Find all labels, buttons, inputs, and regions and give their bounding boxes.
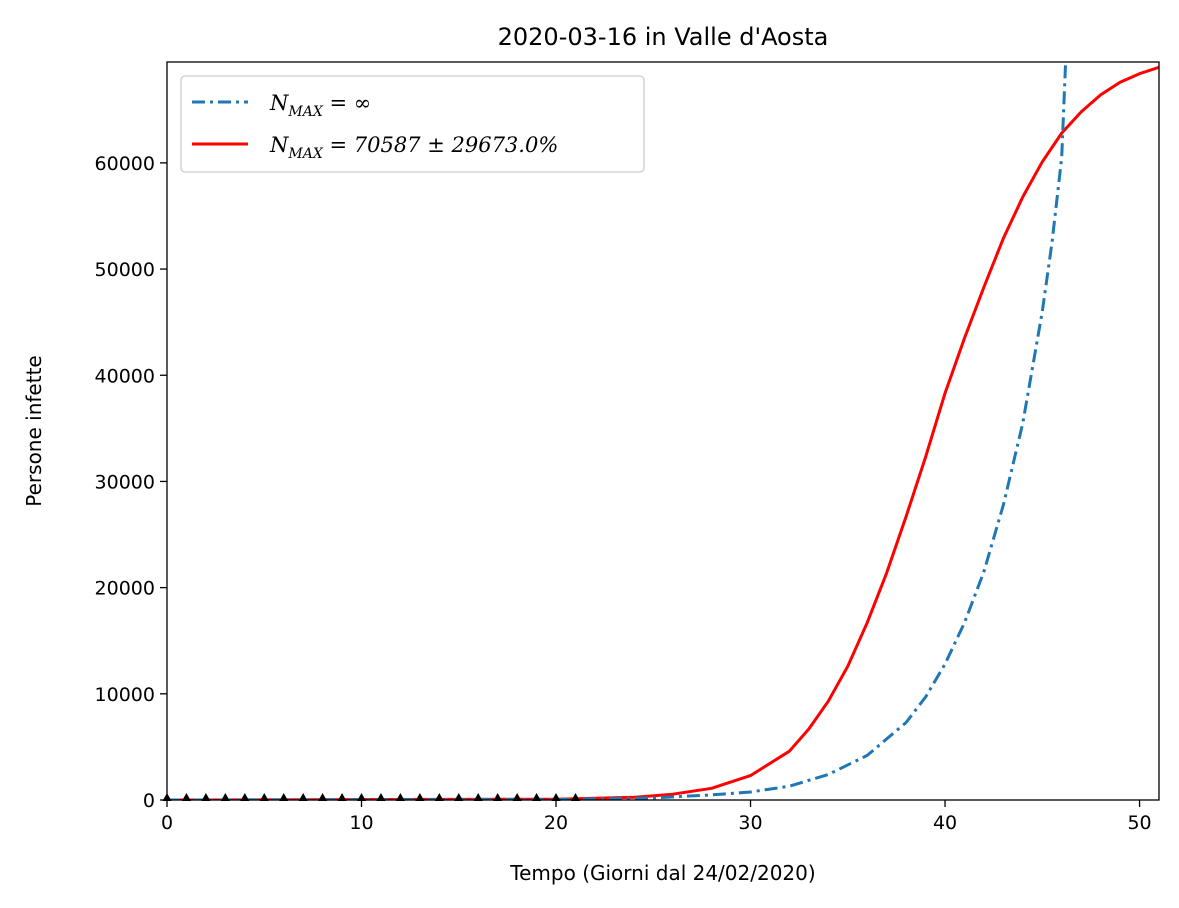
- chart-title: 2020-03-16 in Valle d'Aosta: [498, 23, 829, 51]
- y-tick-label: 10000: [95, 684, 155, 706]
- x-tick-label: 50: [1127, 812, 1151, 834]
- legend-box: [181, 76, 644, 172]
- x-tick-label: 20: [544, 812, 568, 834]
- x-tick-label: 10: [349, 812, 373, 834]
- y-tick-label: 40000: [95, 365, 155, 387]
- x-tick-label: 30: [738, 812, 762, 834]
- y-tick-label: 60000: [95, 153, 155, 175]
- x-tick-label: 40: [933, 812, 957, 834]
- series-layer: [163, 62, 1160, 801]
- y-axis-title: Persone infette: [22, 355, 46, 506]
- ticks-layer: 0 10 20 30 40 50 0 10000 20000 30000 40000 50000 600…: [95, 153, 1152, 834]
- y-tick-label: 0: [143, 790, 155, 812]
- plot-frame: [167, 62, 1159, 800]
- legend: NMAX = ∞NMAX = 70587 ± 29673.0%: [181, 76, 644, 172]
- x-axis-title: Tempo (Giorni dal 24/02/2020): [509, 861, 815, 885]
- series-line-0: [167, 62, 1066, 800]
- y-tick-label: 50000: [95, 259, 155, 281]
- y-tick-label: 20000: [95, 578, 155, 600]
- series-line-1: [167, 67, 1159, 800]
- y-tick-label: 30000: [95, 471, 155, 493]
- x-tick-label: 0: [161, 812, 173, 834]
